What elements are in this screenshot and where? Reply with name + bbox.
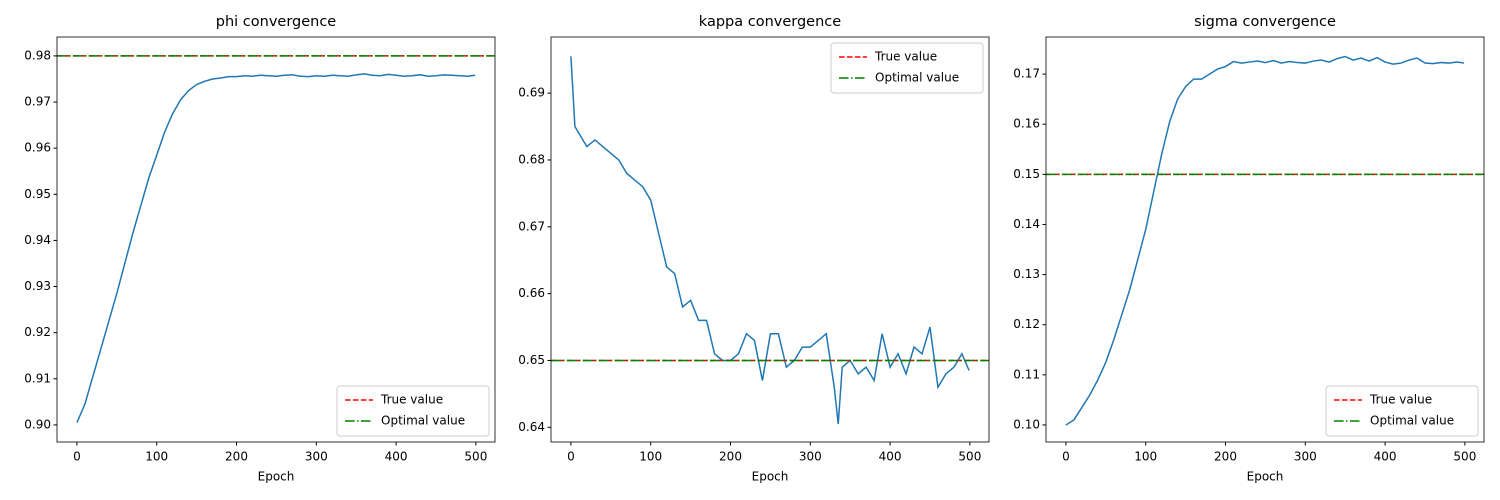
subplot-title: kappa convergence [699, 14, 841, 30]
y-tick-label: 0.94 [24, 233, 51, 247]
x-tick-label: 0 [567, 450, 575, 464]
axes-frame [1045, 36, 1485, 443]
y-tick-label: 0.96 [24, 141, 51, 155]
x-tick-label: 400 [1374, 450, 1397, 464]
axes-frame [56, 36, 496, 443]
data-line [1065, 55, 1465, 426]
y-tick-label: 0.12 [1013, 317, 1040, 331]
legend-box [336, 385, 490, 437]
y-tick-label: 0.17 [1013, 67, 1040, 81]
y-tick-label: 0.13 [1013, 267, 1040, 281]
y-tick-label: 0.90 [24, 417, 51, 431]
y-tick-label: 0.14 [1013, 217, 1040, 231]
x-axis-label: Epoch [752, 470, 789, 484]
y-tick-label: 0.66 [518, 286, 545, 300]
x-axis-label: Epoch [258, 470, 295, 484]
x-tick-label: 0 [73, 450, 81, 464]
legend-label: True value [1369, 393, 1432, 407]
y-tick-label: 0.10 [1013, 417, 1040, 431]
y-tick-label: 0.93 [24, 279, 51, 293]
x-tick-label: 100 [1134, 450, 1157, 464]
axes-frame [550, 36, 990, 443]
legend-label: True value [380, 393, 443, 407]
x-tick-label: 500 [958, 450, 981, 464]
y-tick-label: 0.11 [1013, 367, 1040, 381]
subplot-title: phi convergence [216, 14, 337, 30]
y-tick-label: 0.15 [1013, 167, 1040, 181]
y-tick-label: 0.65 [518, 353, 545, 367]
x-tick-label: 0 [1062, 450, 1070, 464]
y-tick-label: 0.95 [24, 187, 51, 201]
x-tick-label: 200 [225, 450, 248, 464]
y-tick-label: 0.67 [518, 219, 545, 233]
x-tick-label: 200 [719, 450, 742, 464]
x-axis-label: Epoch [1247, 470, 1284, 484]
legend-label: Optimal value [381, 414, 465, 428]
y-tick-label: 0.98 [24, 48, 51, 62]
y-tick-label: 0.64 [518, 420, 545, 434]
y-tick-label: 0.16 [1013, 117, 1040, 131]
x-tick-label: 100 [639, 450, 662, 464]
x-tick-label: 500 [464, 450, 487, 464]
x-tick-label: 100 [145, 450, 168, 464]
legend-label: Optimal value [1370, 414, 1454, 428]
y-tick-label: 0.92 [24, 325, 51, 339]
x-tick-label: 300 [305, 450, 328, 464]
y-tick-label: 0.97 [24, 95, 51, 109]
legend-box [830, 42, 984, 94]
y-tick-label: 0.69 [518, 86, 545, 100]
data-line [76, 73, 476, 423]
legend-box [1325, 385, 1479, 437]
legend-label: Optimal value [875, 71, 959, 85]
legend-label: True value [874, 50, 937, 64]
x-tick-label: 500 [1453, 450, 1476, 464]
x-tick-label: 400 [385, 450, 408, 464]
x-tick-label: 300 [799, 450, 822, 464]
y-tick-label: 0.91 [24, 371, 51, 385]
data-line [570, 56, 970, 425]
subplot-title: sigma convergence [1194, 14, 1336, 30]
x-tick-label: 200 [1214, 450, 1237, 464]
x-tick-label: 300 [1294, 450, 1317, 464]
x-tick-label: 400 [879, 450, 902, 464]
y-tick-label: 0.68 [518, 152, 545, 166]
